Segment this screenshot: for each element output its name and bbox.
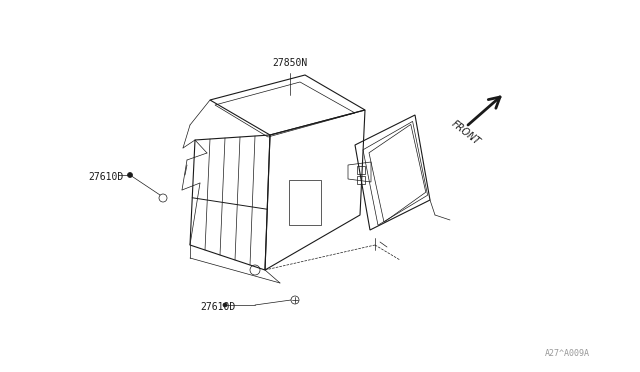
Circle shape bbox=[127, 173, 132, 177]
Text: A27^A009A: A27^A009A bbox=[545, 349, 590, 358]
Text: 27610D: 27610D bbox=[200, 302, 236, 312]
Text: 27850N: 27850N bbox=[273, 58, 308, 68]
Text: FRONT: FRONT bbox=[450, 119, 483, 147]
Text: 27610D: 27610D bbox=[88, 172, 124, 182]
Circle shape bbox=[223, 303, 227, 307]
